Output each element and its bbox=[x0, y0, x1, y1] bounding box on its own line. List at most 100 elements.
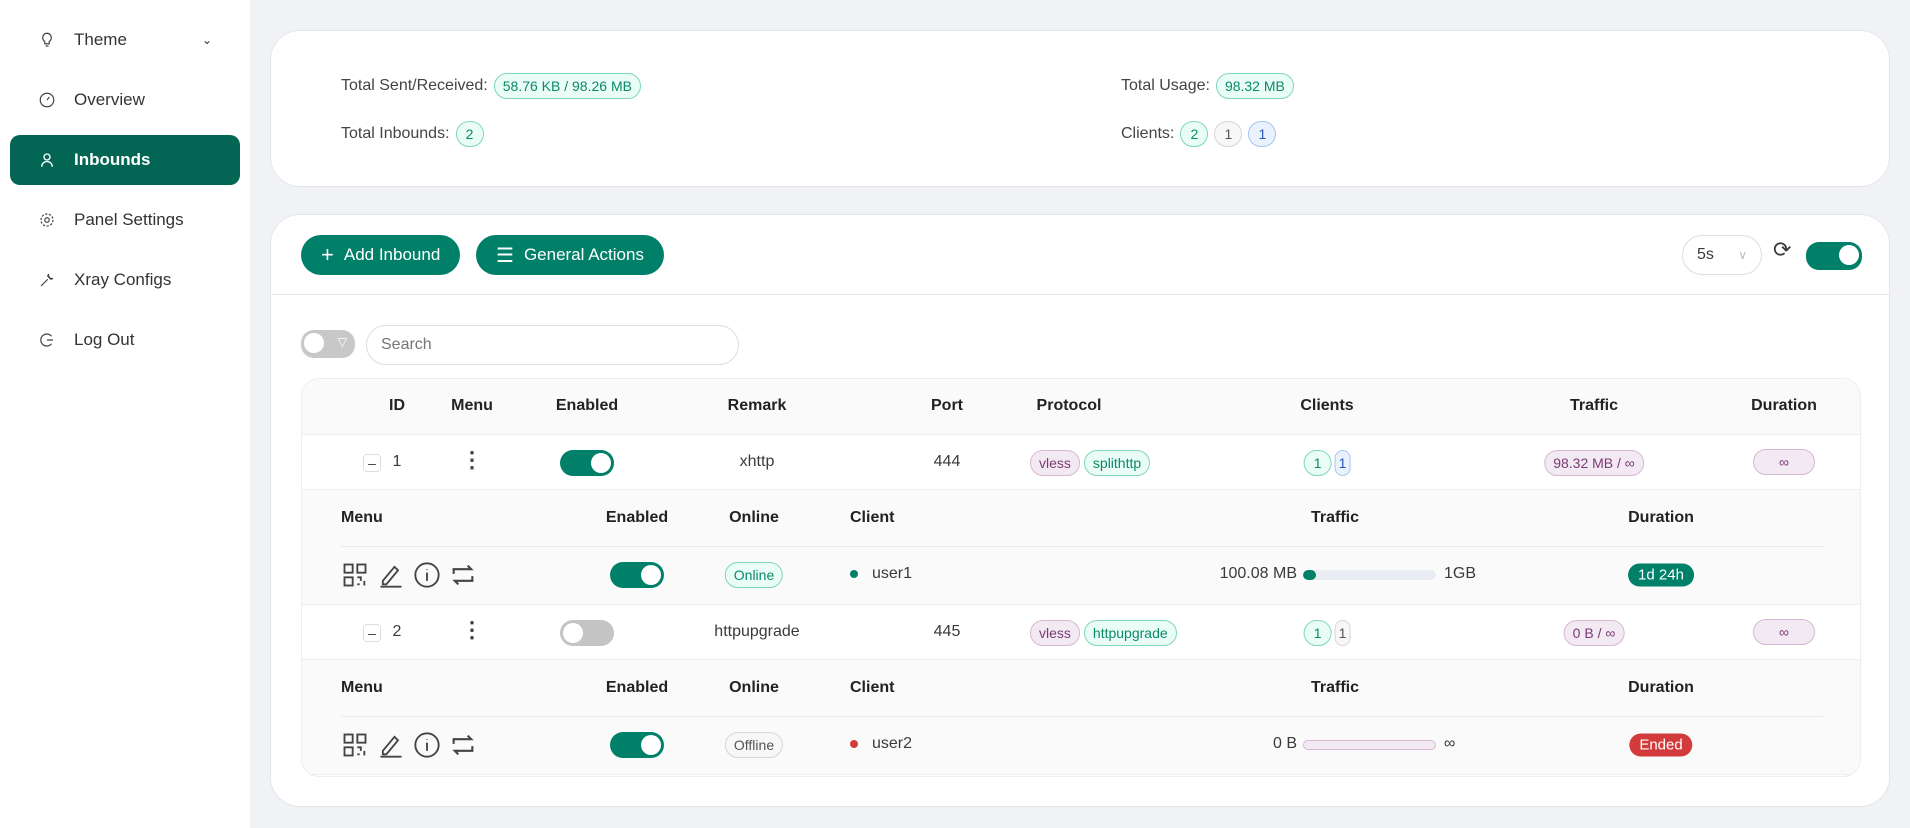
filter-toggle[interactable]: ▽ bbox=[301, 330, 355, 358]
sidebar-item-label: Xray Configs bbox=[74, 270, 172, 289]
header-enabled: Enabled bbox=[555, 397, 619, 414]
transport-tag: splithttp bbox=[1083, 450, 1151, 476]
client-actions bbox=[341, 731, 477, 759]
filter-icon: ▽ bbox=[337, 335, 347, 349]
header-clients: Clients bbox=[1300, 397, 1354, 414]
search-input[interactable] bbox=[366, 325, 739, 365]
collapse-icon[interactable]: – bbox=[363, 454, 381, 472]
sub-header-duration: Duration bbox=[1628, 679, 1694, 696]
button-label: Add Inbound bbox=[343, 245, 441, 264]
client-actions bbox=[341, 561, 477, 589]
inbounds-table: ID Menu Enabled Remark Port Protocol Cli… bbox=[301, 378, 1861, 777]
client-duration-badge: 1d 24h bbox=[1628, 563, 1694, 587]
stat-value: 58.76 KB / 98.26 MB bbox=[493, 73, 641, 99]
qrcode-icon[interactable] bbox=[341, 731, 369, 759]
sidebar-item-label: Inbounds bbox=[74, 150, 151, 169]
client-traffic-used: 100.08 MB bbox=[1219, 565, 1297, 582]
wrench-icon bbox=[40, 273, 54, 287]
edit-icon[interactable] bbox=[377, 561, 405, 589]
collapse-icon[interactable]: – bbox=[363, 624, 381, 642]
client-subtable: Menu Enabled Online Client Traffic Durat… bbox=[302, 660, 1860, 775]
clients-badge: 1 bbox=[1303, 450, 1332, 476]
sub-header-online: Online bbox=[729, 509, 779, 526]
status-dot bbox=[850, 570, 858, 578]
sidebar-item-overview[interactable]: Overview bbox=[10, 75, 240, 125]
stats-card: Total Sent/Received: 58.76 KB / 98.26 MB … bbox=[270, 30, 1890, 187]
more-vertical-icon[interactable]: ⋮ bbox=[461, 617, 483, 642]
gear-icon bbox=[40, 213, 54, 227]
sub-header-client: Client bbox=[850, 509, 895, 526]
plus-icon: + bbox=[321, 242, 334, 267]
row-traffic: 98.32 MB / ∞ bbox=[1544, 450, 1644, 476]
row-id: 1 bbox=[392, 453, 402, 470]
info-icon[interactable] bbox=[413, 561, 441, 589]
logout-icon bbox=[40, 333, 53, 347]
row-id: 2 bbox=[392, 623, 402, 640]
sidebar-item-xray-configs[interactable]: Xray Configs bbox=[10, 255, 240, 305]
sub-header-menu: Menu bbox=[341, 509, 383, 526]
client-traffic-limit: 1GB bbox=[1444, 565, 1477, 582]
menu-icon: ☰ bbox=[496, 244, 514, 267]
client-enabled-toggle[interactable] bbox=[610, 732, 664, 758]
sub-header-client: Client bbox=[850, 679, 895, 696]
divider bbox=[341, 546, 1823, 547]
stat-inbounds: Total Inbounds: 2 bbox=[341, 121, 484, 147]
inbound-enabled-toggle[interactable] bbox=[560, 620, 614, 646]
sub-header-traffic: Traffic bbox=[1310, 509, 1360, 526]
header-port: Port bbox=[931, 397, 963, 414]
sidebar-item-panel-settings[interactable]: Panel Settings bbox=[10, 195, 240, 245]
row-traffic: 0 B / ∞ bbox=[1563, 620, 1625, 646]
protocol-tag: vless bbox=[1030, 450, 1080, 476]
general-actions-button[interactable]: ☰ General Actions bbox=[476, 235, 664, 275]
refresh-icon[interactable]: ⟳ bbox=[1773, 237, 1792, 262]
clients-badge: 1 bbox=[1334, 450, 1351, 476]
client-enabled-toggle[interactable] bbox=[610, 562, 664, 588]
dashboard-icon bbox=[39, 92, 55, 108]
edit-icon[interactable] bbox=[377, 731, 405, 759]
button-label: General Actions bbox=[523, 245, 644, 264]
sidebar-item-log-out[interactable]: Log Out bbox=[10, 315, 240, 365]
more-vertical-icon[interactable]: ⋮ bbox=[461, 447, 483, 472]
row-duration: ∞ bbox=[1753, 449, 1815, 475]
lightbulb-icon bbox=[42, 32, 52, 47]
sidebar-item-label: Theme bbox=[74, 30, 127, 49]
header-duration: Duration bbox=[1751, 397, 1817, 414]
info-icon[interactable] bbox=[413, 731, 441, 759]
stat-label: Total Usage: bbox=[1121, 77, 1210, 94]
client-name-text: user2 bbox=[872, 735, 913, 752]
traffic-progress-fill bbox=[1303, 570, 1317, 580]
user-icon bbox=[41, 153, 53, 167]
reset-traffic-icon[interactable] bbox=[449, 731, 477, 759]
sub-header-duration: Duration bbox=[1628, 509, 1694, 526]
reset-traffic-icon[interactable] bbox=[449, 561, 477, 589]
stat-usage: Total Usage: 98.32 MB bbox=[1121, 73, 1294, 99]
row-remark: xhttp bbox=[739, 453, 775, 470]
auto-refresh-toggle[interactable] bbox=[1806, 242, 1862, 270]
inbound-enabled-toggle[interactable] bbox=[560, 450, 614, 476]
sub-header-menu: Menu bbox=[341, 679, 383, 696]
sub-header-online: Online bbox=[729, 679, 779, 696]
sidebar-item-label: Log Out bbox=[74, 330, 135, 349]
sidebar-item-theme[interactable]: Theme ⌄ bbox=[10, 15, 240, 65]
sidebar-item-inbounds[interactable]: Inbounds bbox=[10, 135, 240, 185]
qrcode-icon[interactable] bbox=[341, 561, 369, 589]
sub-header-traffic: Traffic bbox=[1310, 679, 1360, 696]
refresh-interval-select[interactable]: 5s ∨ bbox=[1682, 235, 1762, 275]
sidebar-item-label: Panel Settings bbox=[74, 210, 184, 229]
row-protocol: vless httpupgrade bbox=[1030, 620, 1177, 646]
sidebar: Theme ⌄ Overview Inbounds Panel Settings… bbox=[0, 0, 250, 828]
clients-depleted-badge: 1 bbox=[1214, 121, 1243, 147]
stat-clients: Clients: 2 1 1 bbox=[1121, 121, 1277, 147]
client-name-text: user1 bbox=[872, 565, 913, 582]
add-inbound-button[interactable]: + Add Inbound bbox=[301, 235, 461, 275]
transport-tag: httpupgrade bbox=[1083, 620, 1177, 646]
stat-sent-received: Total Sent/Received: 58.76 KB / 98.26 MB bbox=[341, 73, 641, 99]
divider bbox=[271, 294, 1891, 295]
header-traffic: Traffic bbox=[1569, 397, 1619, 414]
protocol-tag: vless bbox=[1030, 620, 1080, 646]
header-protocol: Protocol bbox=[1036, 397, 1102, 414]
sub-header-enabled: Enabled bbox=[605, 509, 669, 526]
table-row: – 2 ⋮ httpupgrade 445 vless httpupgrade 1… bbox=[302, 605, 1860, 660]
